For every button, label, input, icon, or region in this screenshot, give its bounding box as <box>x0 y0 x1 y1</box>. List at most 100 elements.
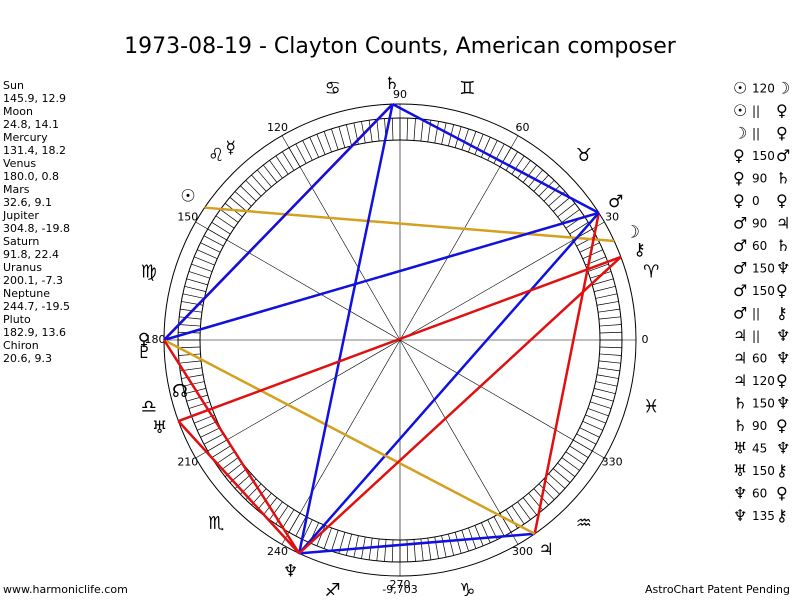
hatch <box>557 462 576 477</box>
hatch <box>200 427 221 438</box>
aspect-p2: ☽ <box>776 79 790 98</box>
hatch <box>448 533 455 556</box>
aspect-p2: ♀ <box>776 101 788 120</box>
hatch <box>493 143 505 164</box>
planet-position: 145.9, 12.9 <box>3 92 66 105</box>
hatch <box>579 242 600 253</box>
hatch <box>522 164 537 183</box>
hatch <box>487 140 498 161</box>
planet-position: 20.6, 9.3 <box>3 352 52 365</box>
hatch <box>593 285 616 292</box>
hatch <box>543 185 560 202</box>
degree-label: 30 <box>605 211 619 224</box>
planet-name: Uranus <box>3 261 42 274</box>
aspect-p1: ☉ <box>733 79 747 98</box>
hatch <box>599 331 622 334</box>
hatch <box>587 263 609 272</box>
aspect-type: 0 <box>752 194 760 208</box>
aspect-p2: ♆ <box>776 394 790 413</box>
aspect-p1: ☉ <box>733 101 747 120</box>
aspect-p2: ♆ <box>776 439 790 458</box>
hatch <box>461 128 469 150</box>
hatch <box>211 445 231 458</box>
hatch <box>569 445 589 458</box>
hatch <box>197 249 218 259</box>
hatch <box>391 539 394 562</box>
hatch <box>413 118 416 141</box>
planet-position: 24.8, 14.1 <box>3 118 59 131</box>
hatch <box>596 374 619 379</box>
hatch <box>599 346 622 349</box>
aspect-p1: ☽ <box>733 124 747 143</box>
zodiac-glyph: ♈ <box>643 262 659 283</box>
hatch <box>598 360 621 364</box>
planet-name: Moon <box>3 105 33 118</box>
hatch <box>186 278 208 286</box>
hatch <box>538 180 555 197</box>
hatch <box>211 222 231 235</box>
aspect-line <box>298 212 600 555</box>
degree-label: 270 <box>390 578 411 591</box>
hatch <box>593 388 616 395</box>
hatch <box>251 174 267 192</box>
hatch <box>505 151 518 171</box>
hatch <box>197 421 218 431</box>
aspect-type: 90 <box>752 172 767 186</box>
planet-position: 180.0, 0.8 <box>3 170 59 183</box>
aspect-p1: ♀ <box>733 146 745 165</box>
aspect-type: 90 <box>752 419 767 433</box>
planet-name: Venus <box>3 157 36 170</box>
aspect-type: || <box>752 127 760 141</box>
degree-label: 90 <box>393 88 407 101</box>
degree-label: 300 <box>512 545 533 558</box>
degree-label: 180 <box>145 333 166 346</box>
hatch <box>481 137 491 158</box>
hatch <box>548 473 566 489</box>
hatch <box>295 516 307 537</box>
planet-glyph: ♇ <box>137 343 152 363</box>
hatch <box>517 160 531 179</box>
hatch <box>203 433 224 445</box>
hatch <box>323 527 332 549</box>
planet-name: Chiron <box>3 339 39 352</box>
aspect-line <box>204 206 615 243</box>
aspect-p2: ⚷ <box>776 461 788 480</box>
hatch <box>200 242 221 253</box>
aspect-p2: ♄ <box>776 169 790 188</box>
hatch <box>391 118 394 141</box>
planet-name: Mercury <box>3 131 48 144</box>
aspect-type: 150 <box>752 284 775 298</box>
aspect-line <box>177 420 301 555</box>
hatch <box>543 478 560 495</box>
planet-glyph: ☽ <box>625 223 640 243</box>
zodiac-glyph: ♊ <box>459 78 475 99</box>
hatch <box>316 134 326 155</box>
planet-name: Saturn <box>3 235 39 248</box>
aspect-type: 150 <box>752 262 775 276</box>
aspect-p2: ♂ <box>776 146 790 165</box>
planet-glyph: ⚷ <box>633 240 645 260</box>
aspect-p1: ♂ <box>733 236 747 255</box>
planet-name: Pluto <box>3 313 31 326</box>
hatch <box>220 209 239 223</box>
bottom-value: -9,703 <box>382 583 417 596</box>
zodiac-glyph: ♑ <box>459 580 475 600</box>
hatch <box>454 532 462 554</box>
hatch <box>579 427 600 438</box>
hatch <box>441 122 447 145</box>
hatch <box>316 525 326 546</box>
hatch <box>245 180 262 197</box>
zodiac-glyph: ♌ <box>208 145 224 166</box>
hatch <box>269 501 283 520</box>
degree-label: 150 <box>177 211 198 224</box>
hatch <box>188 271 210 279</box>
hatch <box>188 401 210 409</box>
aspect-line <box>392 103 600 214</box>
planet-position: 32.6, 9.1 <box>3 196 52 209</box>
zodiac-glyph: ♓ <box>643 396 659 417</box>
hatch <box>582 421 603 431</box>
aspect-line <box>298 256 622 555</box>
planet-glyph: ♂ <box>608 192 623 212</box>
aspect-p1: ♄ <box>733 416 747 435</box>
hatch <box>538 483 555 500</box>
